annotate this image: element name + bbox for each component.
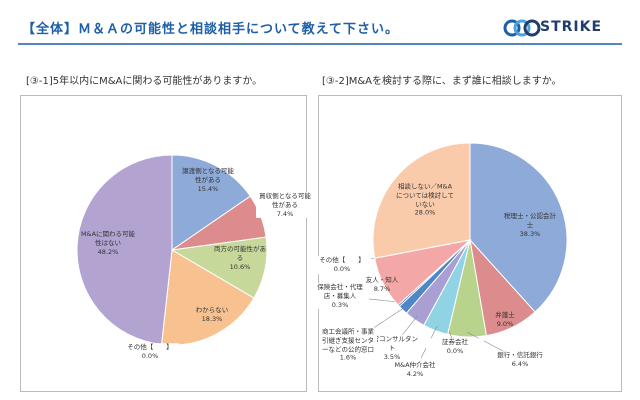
slice-label: 譲渡側となる可能性がある 15.4% [179, 167, 237, 193]
slice-label: その他【 】 0.0% [313, 256, 371, 274]
category-label: M&A仲介会社 [394, 361, 436, 370]
slice-label: 買収側となる可能性がある 7.4% [256, 191, 314, 219]
category-label: 銀行・信託銀行 [497, 351, 543, 360]
value-label: 1.6% [339, 353, 357, 362]
slice-label: 銀行・信託銀行 6.4% [491, 351, 549, 369]
value-label: 6.4% [511, 360, 529, 368]
value-label: 8.7% [373, 285, 391, 293]
slice-label: M&Aに関わる可能性はない 48.2% [79, 230, 137, 256]
category-label: 税理士・公認会計士 [504, 211, 556, 229]
category-label: 友人・知人 [365, 276, 399, 285]
category-label: 証券会社 [442, 338, 468, 347]
pie-slice [469, 142, 568, 313]
value-label: 3.5% [383, 352, 401, 361]
category-label: その他【 】 [127, 343, 173, 352]
category-label: 弁護士 [495, 311, 515, 320]
slice-label: 相談しない／M&Aについては検討していない 28.0% [396, 182, 454, 217]
category-label: 譲渡側となる可能性がある [182, 166, 234, 184]
value-label: 18.3% [201, 315, 223, 323]
value-label: 38.3% [519, 229, 541, 238]
pie-slice [372, 142, 471, 259]
pie-slice [171, 154, 251, 251]
slice-label: 両方の可能性がある 10.6% [211, 245, 269, 271]
logo-text: STRIKE [540, 19, 603, 35]
slice-label: 証券会社 0.0% [426, 338, 484, 356]
slice-label: 商工会議所・事業引継ぎ支援センターなどの公的窓口 1.6% [319, 327, 377, 363]
value-label: 0.0% [446, 347, 464, 355]
slice-label: その他【 】 0.0% [121, 343, 179, 361]
slice-label: M&A仲介会社 4.2% [386, 361, 444, 379]
chart-title: [③-1]5年以内にM&Aに関わる可能性がありますか。 [26, 76, 263, 87]
value-label: 15.4% [197, 184, 219, 193]
category-label: わからない [195, 306, 229, 315]
category-label: M&Aに関わる可能性はない [80, 229, 136, 247]
value-label: 0.0% [333, 265, 351, 273]
value-label: 28.0% [414, 208, 436, 217]
slice-label: 友人・知人 8.7% [353, 276, 411, 294]
value-label: 7.4% [276, 209, 294, 218]
category-label: 保険会社・代理店・募集人 [317, 282, 363, 300]
logo-icon [503, 19, 541, 37]
value-label: 0.3% [331, 300, 349, 309]
category-label: 両方の可能性がある [214, 244, 266, 262]
slice-label: 税理士・公認会計士 38.3% [501, 212, 559, 238]
value-label: 4.2% [406, 370, 424, 378]
value-label: 9.0% [496, 320, 514, 328]
category-label: 商工会議所・事業引継ぎ支援センターなどの公的窓口 [322, 327, 374, 353]
value-label: 10.6% [229, 262, 251, 271]
category-label: その他【 】 [319, 256, 365, 265]
value-label: 48.2% [97, 247, 119, 256]
slice-label: わからない 18.3% [183, 306, 241, 324]
page-title: 【全体】Ｍ＆Ａの可能性と相談相手について教えて下さい。 [22, 22, 399, 37]
value-label: 0.0% [141, 352, 159, 360]
pie-slice [76, 154, 173, 345]
slice-label: 保険会社・代理店・募集人 0.3% [311, 282, 369, 310]
category-label: 相談しない／M&Aについては検討していない [396, 182, 454, 208]
slice-label: 弁護士 9.0% [476, 311, 534, 329]
category-label: 買収側となる可能性がある [259, 191, 311, 209]
chart-title: [③-2]M&Aを検討する際に、まず誰に相談しますか。 [322, 76, 562, 87]
category-label: 経営コンサルタント [366, 334, 418, 352]
